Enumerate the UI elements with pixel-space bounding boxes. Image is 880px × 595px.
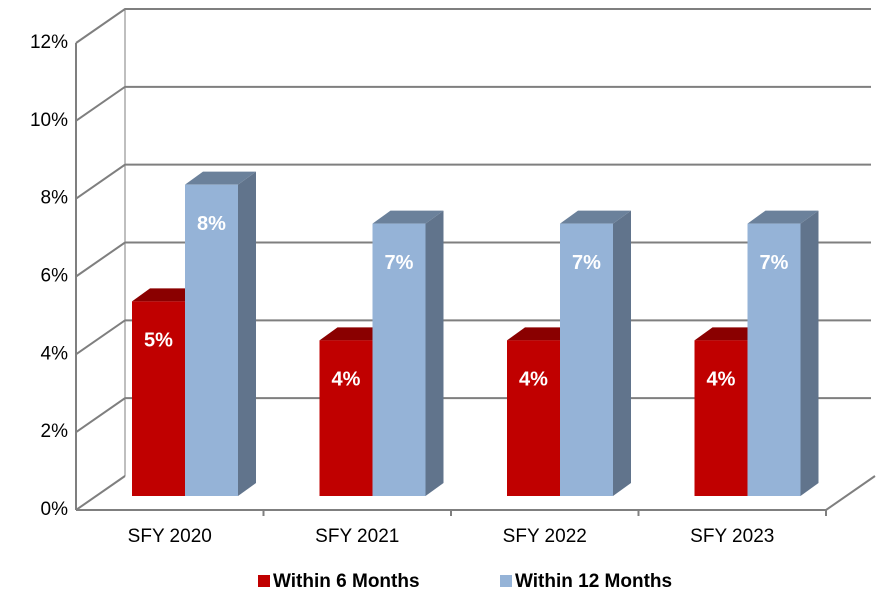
grid-line (75, 8, 871, 44)
y-tick-label: 12% (30, 32, 68, 53)
x-tick-label: SFY 2020 (128, 526, 212, 547)
value-label: 4% (519, 369, 548, 391)
value-label: 7% (385, 252, 414, 274)
bar (747, 223, 801, 497)
bar (319, 340, 373, 496)
legend-label: Within 6 Months (273, 571, 420, 592)
value-label: 4% (332, 369, 361, 391)
value-label: 7% (572, 252, 601, 274)
bar (560, 223, 613, 497)
y-tick-label: 10% (30, 110, 68, 131)
value-label: 7% (760, 252, 789, 274)
bar-top (560, 210, 631, 224)
floor-edge (75, 475, 126, 511)
bar-side (613, 210, 631, 497)
y-tick-label: 0% (41, 499, 69, 520)
legend-swatch (500, 575, 512, 587)
x-tick-label: SFY 2023 (690, 526, 774, 547)
y-tick-label: 2% (41, 421, 69, 442)
bar-side (238, 171, 256, 496)
bar (132, 301, 185, 496)
bar-side (800, 210, 819, 497)
bar (694, 340, 748, 496)
legend-label: Within 12 Months (515, 571, 672, 592)
value-label: 4% (707, 369, 736, 391)
y-tick-label: 8% (41, 188, 69, 209)
value-label: 5% (144, 330, 173, 352)
x-tick-label: SFY 2022 (503, 526, 587, 547)
x-tick-label: SFY 2021 (315, 526, 399, 547)
bar-top (747, 210, 819, 224)
value-label: 8% (197, 213, 226, 235)
legend-swatch (258, 575, 270, 587)
bar (372, 223, 426, 497)
bar (185, 184, 238, 496)
bar-side (425, 210, 444, 497)
bar (507, 340, 560, 496)
y-tick-label: 4% (41, 343, 69, 364)
bar-top (372, 210, 444, 224)
grid-line (75, 85, 871, 122)
bar-top (185, 171, 256, 185)
y-tick-label: 6% (41, 266, 69, 287)
